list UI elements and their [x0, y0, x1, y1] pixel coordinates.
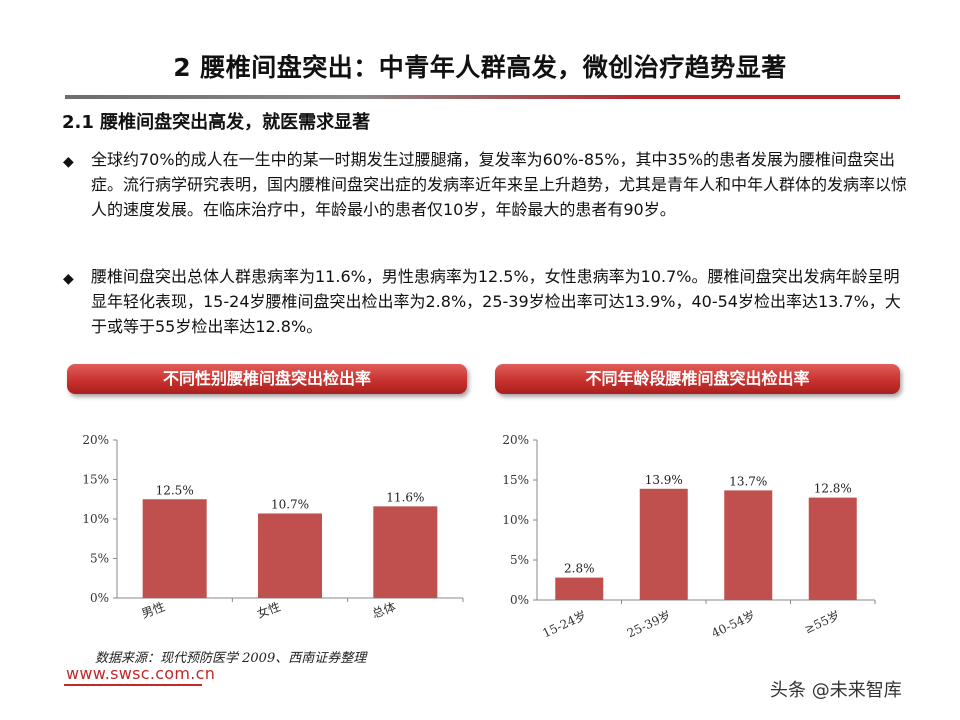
watermark-text: 头条 @未来智库	[770, 680, 902, 701]
y-tick-label: 10%	[82, 512, 109, 526]
x-tick-label: 15-24岁	[540, 607, 589, 640]
bar	[808, 497, 857, 600]
bullet-text: 全球约70%的成人在一生中的某一时期发生过腰腿痛，复发率为60%-85%，其中3…	[91, 150, 908, 219]
diamond-bullet-icon: ◆	[63, 154, 74, 170]
x-tick-label: 女性	[255, 599, 283, 621]
data-label: 10.7%	[271, 497, 309, 511]
x-tick-label: 25-39岁	[624, 607, 673, 640]
bar	[142, 499, 207, 598]
bar	[639, 488, 688, 600]
data-source-note: 数据来源：现代预防医学 2009、西南证券整理	[95, 651, 367, 666]
bar	[258, 513, 322, 598]
y-tick-label: 10%	[502, 513, 529, 527]
x-tick-label: 40-54岁	[709, 607, 758, 640]
y-tick-label: 5%	[90, 552, 109, 566]
y-tick-label: 20%	[502, 433, 529, 447]
y-tick-label: 15%	[82, 473, 109, 487]
gender-bar-chart: 0% 5% 10% 15% 20% 12.5% 男性 10.7% 女性 11.6% 总体	[82, 433, 464, 621]
page-title: 2 腰椎间盘突出：中青年人群高发，微创治疗趋势显著	[173, 53, 787, 82]
y-tick-label: 5%	[510, 553, 529, 567]
x-tick-label: 总体	[370, 600, 397, 621]
x-tick-label: ≥55岁	[802, 607, 842, 636]
data-label: 13.7%	[729, 474, 767, 488]
section-heading: 2.1 腰椎间盘突出高发，就医需求显著	[62, 112, 371, 133]
title-divider	[65, 95, 900, 99]
data-label: 11.6%	[386, 490, 424, 504]
bar	[724, 490, 773, 600]
bullet-text: 腰椎间盘突出总体人群患病率为11.6%，男性患病率为12.5%，女性患病率为10…	[91, 267, 901, 336]
bar	[373, 506, 438, 598]
chart-banner-gender: 不同性别腰椎间盘突出检出率	[67, 364, 467, 394]
y-tick-label: 15%	[502, 473, 529, 487]
x-tick-label: 男性	[140, 600, 167, 621]
y-tick-label: 0%	[90, 591, 109, 605]
data-label: 12.5%	[156, 483, 194, 497]
y-tick-label: 0%	[510, 593, 529, 607]
data-label: 12.8%	[814, 482, 852, 496]
site-url: www.swsc.com.cn	[66, 664, 216, 683]
data-label: 2.8%	[564, 562, 595, 576]
bar	[555, 577, 604, 600]
age-bar-chart: 0% 5% 10% 15% 20% 2.8% 15-24岁 13.9% 25-39岁 13.7% 4…	[502, 433, 876, 640]
y-tick-label: 20%	[82, 433, 109, 447]
site-underline	[64, 684, 202, 686]
diamond-bullet-icon: ◆	[63, 271, 74, 287]
data-label: 13.9%	[645, 473, 683, 487]
chart-banner-age: 不同年龄段腰椎间盘突出检出率	[495, 364, 900, 394]
